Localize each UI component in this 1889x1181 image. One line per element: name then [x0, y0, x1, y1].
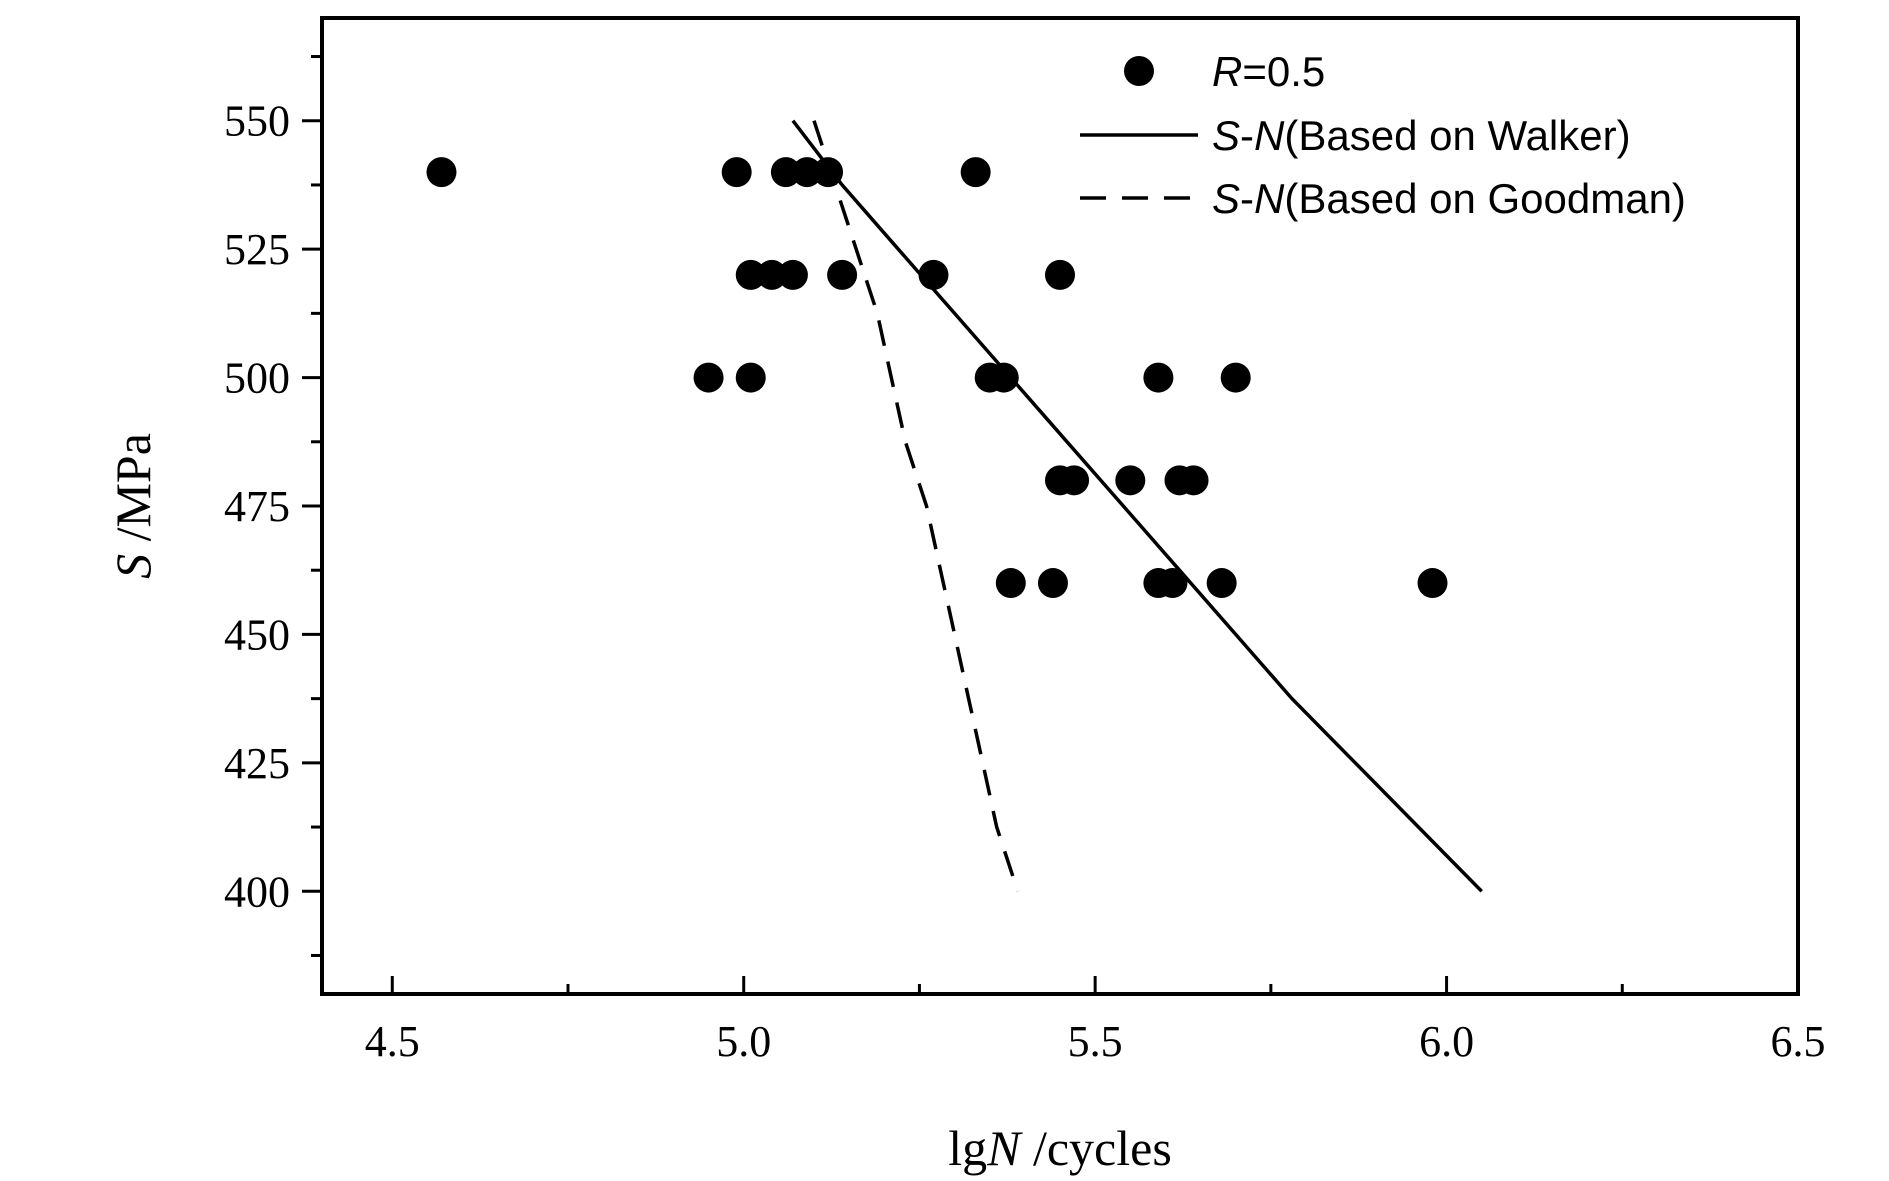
series-points: [426, 157, 1448, 599]
data-point: [770, 157, 801, 188]
data-point: [918, 259, 949, 290]
data-point: [791, 157, 822, 188]
series-lines: [791, 119, 1483, 893]
legend-label-r05: R=0.5: [1212, 48, 1325, 95]
data-point: [995, 568, 1026, 599]
legend-marker-circle: [1124, 56, 1154, 86]
data-point: [426, 157, 457, 188]
data-point: [1206, 568, 1237, 599]
data-point: [777, 259, 808, 290]
data-point: [827, 259, 858, 290]
data-point: [1417, 568, 1448, 599]
data-point: [1220, 362, 1251, 393]
y-tick-label: 400: [224, 867, 290, 916]
y-tick-label: 550: [224, 97, 290, 146]
data-point: [1178, 465, 1209, 496]
data-point: [721, 157, 752, 188]
x-axis-title: lgN /cycles: [948, 1120, 1172, 1176]
data-point: [1059, 465, 1090, 496]
x-axis: 4.5 5.0 5.5 6.0 6.5: [365, 976, 1826, 1066]
data-point: [735, 362, 766, 393]
x-tick-label: 6.5: [1771, 1017, 1826, 1066]
data-point: [813, 157, 844, 188]
x-tick-label: 6.0: [1419, 1017, 1474, 1066]
data-point: [693, 362, 724, 393]
legend-item-r05: R=0.5: [1124, 48, 1325, 95]
y-axis: 400 425 450 475 500 525 550: [224, 55, 322, 957]
walker-curve: [791, 119, 1483, 893]
y-tick-label: 500: [224, 354, 290, 403]
legend-item-walker: S-N(Based on Walker): [1080, 112, 1631, 159]
data-point: [1143, 362, 1174, 393]
legend-label-goodman: S-N(Based on Goodman): [1212, 175, 1686, 222]
data-point: [1037, 568, 1068, 599]
data-point: [988, 362, 1019, 393]
data-point: [1157, 568, 1188, 599]
legend-label-walker: S-N(Based on Walker): [1212, 112, 1631, 159]
y-tick-label: 425: [224, 739, 290, 788]
y-axis-title: S /MPa: [105, 433, 161, 579]
data-point: [756, 259, 787, 290]
legend-item-goodman: S-N(Based on Goodman): [1080, 175, 1686, 222]
y-tick-label: 475: [224, 482, 290, 531]
data-point: [1045, 259, 1075, 290]
y-tick-label: 525: [224, 225, 290, 274]
data-point: [960, 157, 991, 188]
goodman-curve: [812, 120, 1020, 892]
data-point: [1115, 465, 1146, 496]
legend: R=0.5 S-N(Based on Walker) S-N(Based on …: [1080, 48, 1686, 222]
x-tick-label: 5.5: [1068, 1017, 1123, 1066]
x-tick-label: 4.5: [365, 1017, 420, 1066]
data-point: [735, 259, 766, 290]
plot-frame: [320, 16, 1800, 996]
x-tick-label: 5.0: [716, 1017, 771, 1066]
y-tick-label: 450: [224, 610, 290, 659]
